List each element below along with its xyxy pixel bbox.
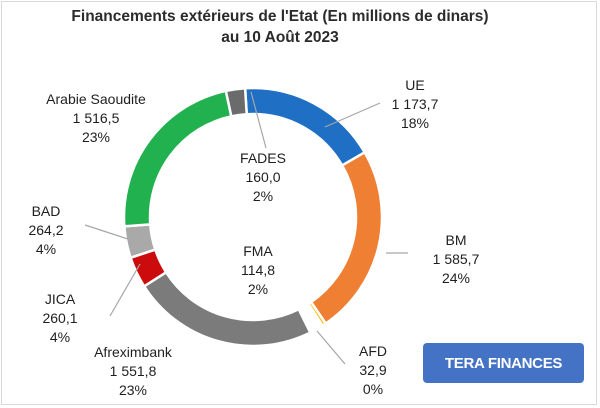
slice-value-label-ue: 1 173,7 — [392, 96, 439, 112]
slice-percent-label-arabie-saoudite: 23% — [82, 129, 110, 145]
slice-value-label-arabie-saoudite: 1 516,5 — [73, 110, 120, 126]
slice-label-jica: JICA 260,1 4% — [42, 291, 77, 345]
slice-label-afreximbank: Afreximbank 1 551,8 23% — [94, 344, 173, 398]
slice-name-label-fades: FADES — [240, 150, 286, 166]
slice-percent-label-afd: 0% — [363, 381, 383, 397]
slice-name-label-afreximbank: Afreximbank — [94, 344, 173, 360]
slice-value-label-jica: 260,1 — [42, 310, 77, 326]
slice-label-arabie-saoudite: Arabie Saoudite 1 516,5 23% — [46, 91, 146, 145]
leader-line-bad — [84, 224, 129, 240]
leader-line-jica — [109, 263, 141, 317]
slice-percent-label-ue: 18% — [401, 115, 429, 131]
slice-label-bad: BAD 264,2 4% — [28, 203, 63, 257]
chart-title: Financements extérieurs de l'Etat (En mi… — [0, 6, 560, 48]
slice-label-fades: FADES 160,0 2% — [240, 150, 286, 204]
donut-slice-bm — [309, 150, 384, 326]
chart-title-line-1: Financements extérieurs de l'Etat (En mi… — [71, 8, 489, 25]
slice-name-label-bm: BM — [446, 232, 467, 248]
slice-label-ue: UE 1 173,7 18% — [392, 77, 439, 131]
slice-name-label-fma: FMA — [243, 243, 273, 259]
slice-name-label-arabie-saoudite: Arabie Saoudite — [46, 91, 146, 107]
slice-name-label-jica: JICA — [45, 291, 76, 307]
slice-value-label-afd: 32,9 — [359, 362, 386, 378]
leader-line-afd — [316, 330, 346, 365]
chart-title-line-2: au 10 Août 2023 — [221, 29, 339, 46]
slice-name-label-bad: BAD — [32, 203, 61, 219]
leader-line-fades — [250, 91, 267, 149]
slice-percent-label-fades: 2% — [253, 188, 273, 204]
slice-percent-label-fma: 2% — [248, 281, 268, 297]
donut-slice-fades — [224, 86, 249, 118]
slice-label-afd: AFD 32,9 0% — [359, 343, 387, 397]
slice-percent-label-afreximbank: 23% — [119, 382, 147, 398]
slice-value-label-fades: 160,0 — [245, 169, 280, 185]
slice-percent-label-bm: 24% — [442, 270, 470, 286]
donut-slice-afreximbank — [142, 270, 312, 348]
slice-value-label-bad: 264,2 — [28, 222, 63, 238]
slice-value-label-fma: 114,8 — [241, 262, 275, 278]
slice-percent-label-jica: 4% — [50, 329, 70, 345]
leader-line-ue — [324, 102, 381, 128]
slice-percent-label-bad: 4% — [36, 241, 56, 257]
slice-value-label-bm: 1 585,7 — [433, 251, 480, 267]
tera-finances-badge: TERA FINANCES — [423, 343, 584, 383]
slice-name-label-ue: UE — [405, 77, 424, 93]
slice-value-label-afreximbank: 1 551,8 — [110, 363, 157, 379]
slice-name-label-afd: AFD — [359, 343, 387, 359]
slice-label-bm: BM 1 585,7 24% — [433, 232, 480, 286]
slice-label-fma: FMA 114,8 2% — [241, 243, 275, 297]
donut-slice-arabie-saoudite — [122, 89, 233, 228]
